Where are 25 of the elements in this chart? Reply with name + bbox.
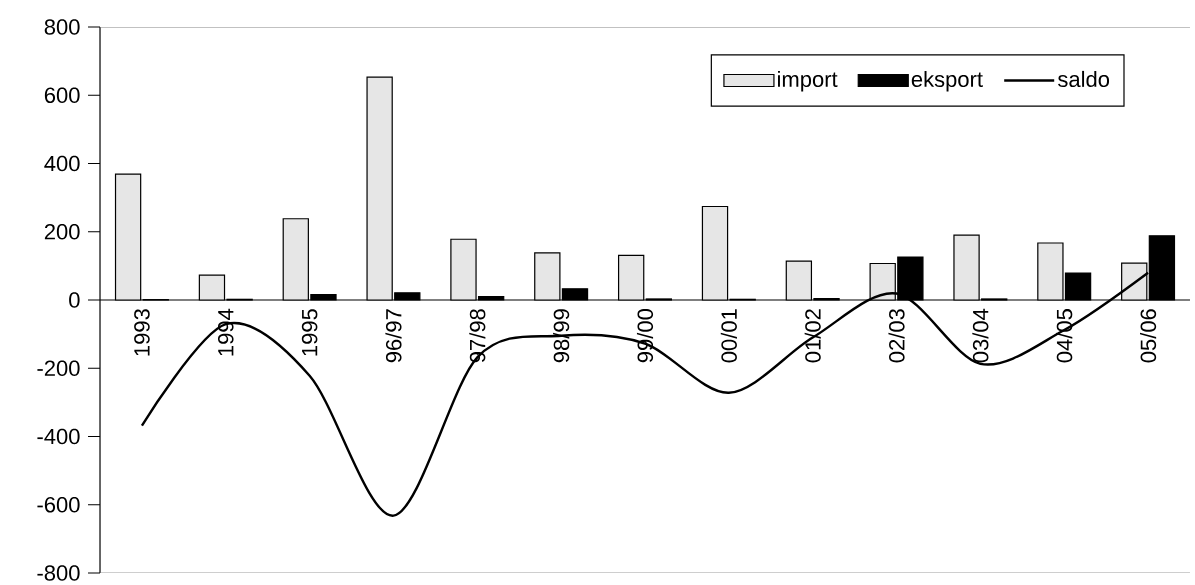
x-tick-label: 99/00: [636, 309, 654, 363]
x-tick-label: 1993: [134, 309, 150, 356]
x-tick-label: 00/01: [720, 309, 737, 363]
x-tick-label: 05/06: [1139, 309, 1157, 363]
x-tick-label: 98/99: [553, 309, 570, 363]
x-tick-label: 04/05: [1056, 309, 1073, 363]
legend-label: eksport: [911, 70, 983, 92]
y-tick-label: -400: [37, 428, 80, 445]
y-tick-label: -600: [37, 496, 80, 513]
x-tick-label: 01/02: [804, 309, 821, 363]
x-tick-label: 1994: [217, 308, 234, 356]
legend-label: import: [778, 70, 838, 92]
x-tick-label: 02/03: [888, 309, 905, 363]
y-tick-label: 400: [44, 155, 80, 172]
legend-label: saldo: [1058, 70, 1110, 88]
y-tick-label: 200: [44, 223, 80, 240]
y-tick-label: -800: [37, 565, 80, 581]
x-tick-label: 97/98: [469, 309, 486, 363]
y-tick-label: -200: [37, 360, 80, 377]
y-tick-label: 0: [69, 292, 80, 308]
x-tick-label: 96/97: [385, 309, 402, 363]
y-tick-label: 800: [44, 19, 80, 35]
x-tick-label: 1995: [301, 309, 318, 356]
x-tick-label: 03/04: [972, 308, 989, 363]
y-tick-label: 600: [44, 87, 80, 104]
